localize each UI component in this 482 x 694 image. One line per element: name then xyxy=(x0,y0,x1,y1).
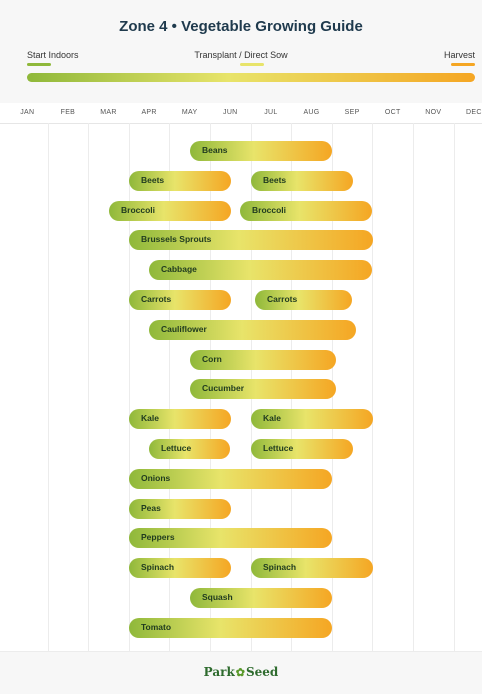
bar-label-onions: Onions xyxy=(141,473,171,483)
month-label-jun: JUN xyxy=(223,109,238,116)
bar-beets-1: Beets xyxy=(129,171,231,191)
bar-tomato-1: Tomato xyxy=(129,618,332,638)
month-label-sep: SEP xyxy=(344,109,360,116)
sprout-icon: ✿ xyxy=(235,666,245,679)
bar-label-kale: Kale xyxy=(263,413,281,423)
chart-title: Zone 4 • Vegetable Growing Guide xyxy=(119,18,363,35)
gridline xyxy=(372,123,373,651)
gridline xyxy=(48,123,49,651)
bar-cabbage-1: Cabbage xyxy=(149,260,372,280)
month-label-jan: JAN xyxy=(20,109,35,116)
bar-squash-1: Squash xyxy=(190,588,332,608)
bar-label-spinach: Spinach xyxy=(141,562,175,572)
bar-label-beets: Beets xyxy=(141,175,165,185)
month-axis: JAN FEB MAR APR MAY JUN JUL AUG SEP OCT NOV DEC xyxy=(0,103,482,124)
bar-label-spinach: Spinach xyxy=(263,562,297,572)
park-seed-logo: Park✿Seed xyxy=(0,665,482,679)
bar-label-broccoli: Broccoli xyxy=(252,205,287,215)
month-label-may: MAY xyxy=(181,109,198,116)
bar-label-lettuce: Lettuce xyxy=(263,443,294,453)
logo-text-seed: Seed xyxy=(246,665,279,679)
month-label-apr: APR xyxy=(141,109,157,116)
month-label-oct: OCT xyxy=(384,109,401,116)
gridline xyxy=(413,123,414,651)
bar-label-tomato: Tomato xyxy=(141,622,172,632)
legend-swatch-transplant xyxy=(240,63,264,66)
month-label-nov: NOV xyxy=(425,109,442,116)
logo-text-park: Park xyxy=(203,665,235,679)
gridline xyxy=(454,123,455,651)
bar-label-carrots: Carrots xyxy=(141,294,172,304)
month-label-jul: JUL xyxy=(264,109,278,116)
gridline xyxy=(169,123,170,651)
bar-label-broccoli: Broccoli xyxy=(121,205,156,215)
bar-onions-1: Onions xyxy=(129,469,332,489)
chart-header: Zone 4 • Vegetable Growing Guide Start I… xyxy=(0,0,482,103)
footer: Park✿Seed xyxy=(0,651,482,694)
bar-peppers-1: Peppers xyxy=(129,528,332,548)
bar-kale-2: Kale xyxy=(251,409,373,429)
bar-label-beets: Beets xyxy=(263,175,287,185)
gridline xyxy=(129,123,130,651)
bar-carrots-1: Carrots xyxy=(129,290,231,310)
bar-broccoli-2: Broccoli xyxy=(240,201,372,221)
month-label-dec: DEC xyxy=(466,109,482,116)
legend-label-harvest: Harvest xyxy=(443,50,475,60)
bar-label-carrots: Carrots xyxy=(267,294,298,304)
bar-lettuce-2: Lettuce xyxy=(251,439,353,459)
bar-spinach-2: Spinach xyxy=(251,558,373,578)
legend-gradient-bar xyxy=(27,73,475,82)
bar-carrots-2: Carrots xyxy=(255,290,352,310)
legend-swatch-start-indoors xyxy=(27,63,51,66)
legend-label-start-indoors: Start Indoors xyxy=(27,50,79,60)
bar-label-lettuce: Lettuce xyxy=(161,443,192,453)
bar-brussels-sprouts-1: Brussels Sprouts xyxy=(129,230,373,250)
month-label-aug: AUG xyxy=(303,109,320,116)
bar-beets-2: Beets xyxy=(251,171,353,191)
bar-label-corn: Corn xyxy=(202,354,222,364)
legend-label-transplant: Transplant / Direct Sow xyxy=(194,50,288,60)
bar-spinach-1: Spinach xyxy=(129,558,231,578)
bar-label-brussels-sprouts: Brussels Sprouts xyxy=(141,234,212,244)
bar-label-kale: Kale xyxy=(141,413,159,423)
bar-lettuce-1: Lettuce xyxy=(149,439,230,459)
bar-broccoli-1: Broccoli xyxy=(109,201,231,221)
bar-peas-1: Peas xyxy=(129,499,231,519)
bar-label-peas: Peas xyxy=(141,503,161,513)
bar-label-cucumber: Cucumber xyxy=(202,383,245,393)
month-label-feb: FEB xyxy=(60,109,76,116)
bar-label-beans: Beans xyxy=(202,145,228,155)
bar-label-squash: Squash xyxy=(202,592,233,602)
month-label-mar: MAR xyxy=(100,109,117,116)
bar-beans-1: Beans xyxy=(190,141,332,161)
bar-cauliflower-1: Cauliflower xyxy=(149,320,356,340)
legend-swatch-harvest xyxy=(451,63,475,66)
bar-label-peppers: Peppers xyxy=(141,532,175,542)
bar-label-cabbage: Cabbage xyxy=(161,264,197,274)
bar-cucumber-1: Cucumber xyxy=(190,379,336,399)
bar-corn-1: Corn xyxy=(190,350,336,370)
bar-label-cauliflower: Cauliflower xyxy=(161,324,207,334)
gridline xyxy=(88,123,89,651)
bar-kale-1: Kale xyxy=(129,409,231,429)
